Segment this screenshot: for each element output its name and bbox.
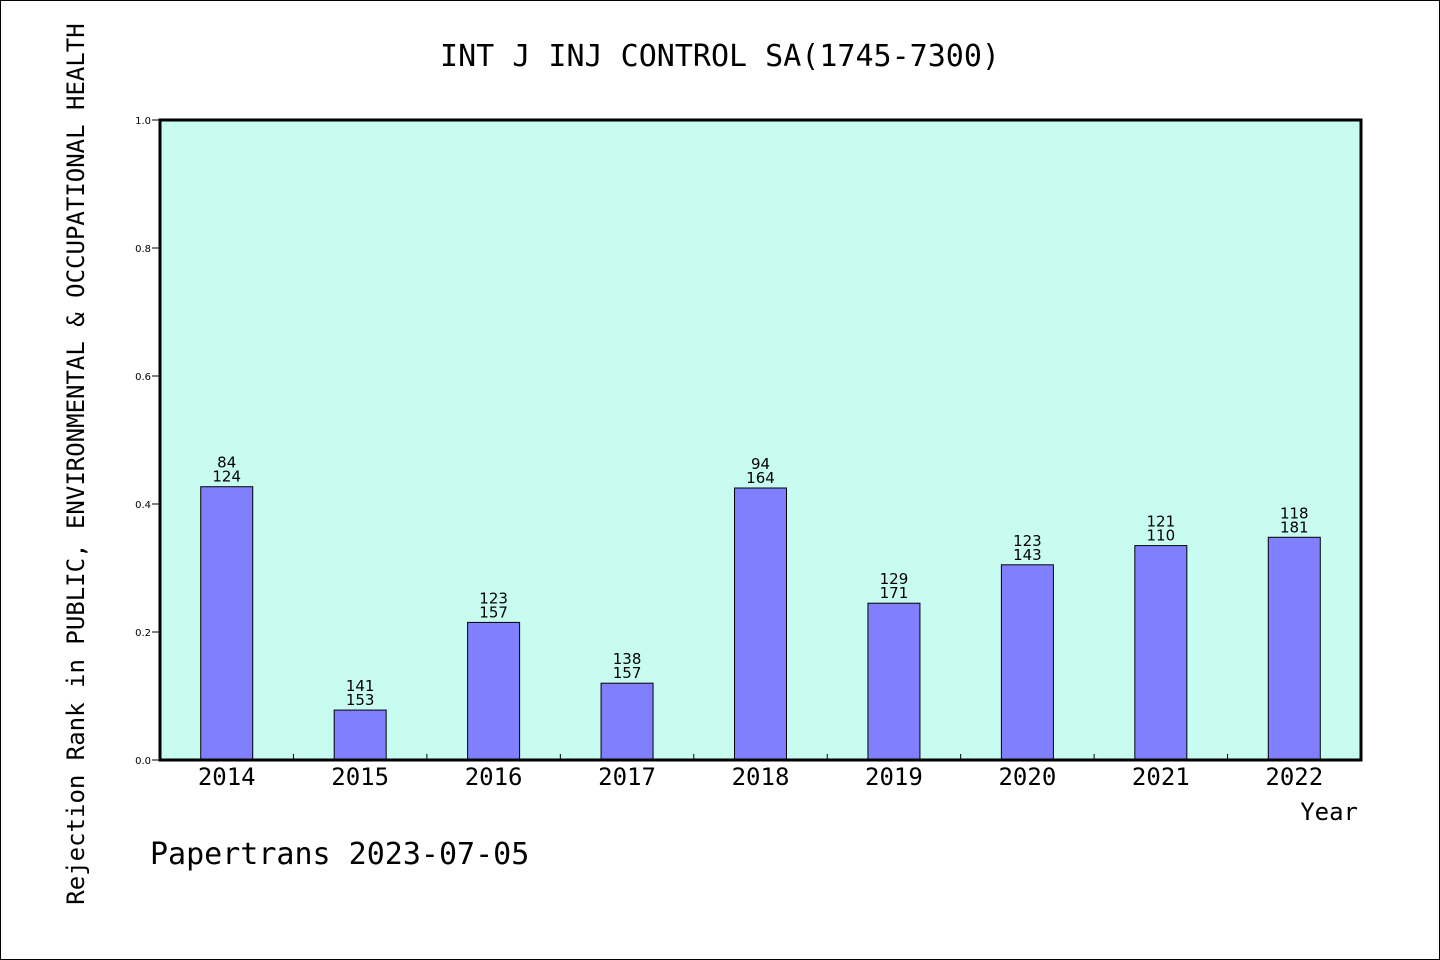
bar-2022	[1267, 536, 1321, 761]
data-label-bottom: 164	[746, 469, 775, 487]
y-axis: 0.0 0.2 0.4 0.6 0.8 1.0	[135, 116, 160, 767]
data-label-bottom: 171	[880, 584, 909, 602]
y-tick-label: 0.2	[135, 628, 151, 639]
data-label-bottom: 181	[1280, 518, 1309, 536]
data-label-bottom: 143	[1013, 546, 1042, 564]
data-label-bottom: 157	[613, 664, 642, 682]
bar-2014	[200, 486, 254, 761]
bar-2020	[1000, 564, 1054, 761]
data-label-top: 141	[346, 677, 375, 695]
data-label-top: 94	[751, 455, 770, 473]
x-tick-label: 2021	[1132, 763, 1190, 791]
bar-2015	[333, 709, 387, 761]
bar-2019	[867, 602, 921, 761]
x-tick-label: 2016	[465, 763, 523, 791]
x-axis-label: Year	[1300, 798, 1358, 826]
bars	[200, 486, 1321, 761]
bar-2016	[467, 621, 521, 761]
data-label-bottom: 153	[346, 691, 375, 709]
plot-border	[158, 118, 1363, 762]
x-tick-label: 2022	[1265, 763, 1323, 791]
data-label-bottom: 157	[479, 603, 508, 621]
data-label-bottom: 110	[1147, 527, 1176, 545]
data-labels: 8412414115312315713815794164129171123143…	[212, 454, 1308, 709]
y-tick-label: 0.8	[135, 244, 151, 255]
x-tick-label: 2014	[198, 763, 256, 791]
bar-2021	[1134, 545, 1188, 761]
y-tick-label: 1.0	[135, 116, 151, 127]
footer-text: Papertrans 2023-07-05	[150, 837, 529, 872]
data-label-top: 121	[1147, 513, 1176, 531]
x-tick-label: 2020	[998, 763, 1056, 791]
y-tick-label: 0.0	[135, 756, 151, 767]
chart-title: INT J INJ CONTROL SA(1745-7300)	[440, 39, 1000, 74]
data-label-top: 138	[613, 650, 642, 668]
x-tick-label: 2018	[732, 763, 790, 791]
bar-2017	[600, 682, 654, 761]
x-tick-label: 2019	[865, 763, 923, 791]
data-label-top: 123	[1013, 532, 1042, 550]
x-tick-label: 2015	[331, 763, 389, 791]
bar-2018	[734, 487, 787, 761]
data-label-top: 84	[217, 454, 236, 472]
y-tick-label: 0.4	[135, 500, 151, 511]
data-label-top: 118	[1280, 504, 1309, 522]
y-axis-label: Rejection Rank in PUBLIC, ENVIRONMENTAL …	[62, 23, 90, 904]
data-label-top: 129	[880, 570, 909, 588]
data-label-top: 123	[479, 589, 508, 607]
y-tick-label: 0.6	[135, 372, 151, 383]
x-axis: 2014 2015 2016 2017 2018 2019 2020 2021 2022	[198, 754, 1323, 791]
x-tick-label: 2017	[598, 763, 656, 791]
data-label-bottom: 124	[212, 468, 241, 486]
